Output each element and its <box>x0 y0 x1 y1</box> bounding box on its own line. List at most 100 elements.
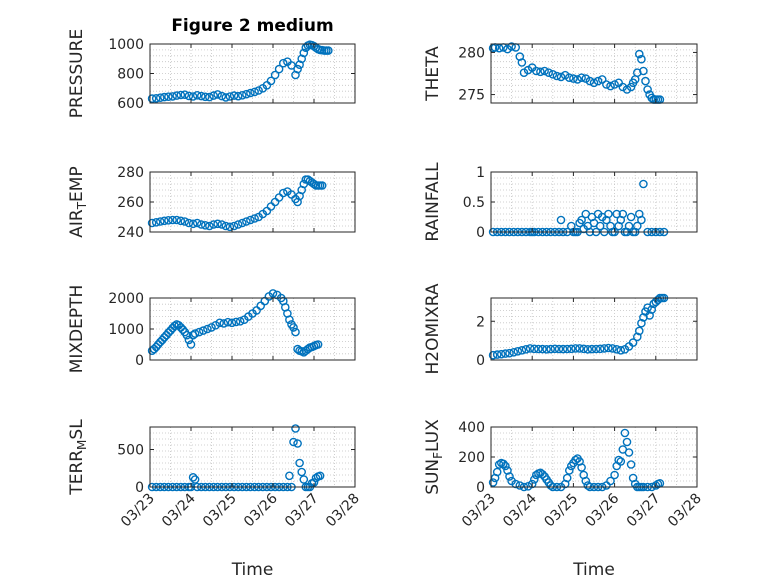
data-point <box>604 343 613 353</box>
data-point <box>513 346 523 356</box>
data-point <box>293 439 302 448</box>
x-tick-label: 03/23 <box>459 491 499 531</box>
data-point <box>190 475 200 484</box>
y-tick-label: 280 <box>117 165 144 181</box>
data-point <box>317 181 327 190</box>
data-point <box>589 78 599 88</box>
data-point <box>499 459 508 469</box>
data-point <box>184 335 194 345</box>
data-point <box>250 87 259 97</box>
data-point <box>530 344 539 354</box>
data-point <box>217 91 227 101</box>
data-point <box>618 209 628 219</box>
data-point <box>610 470 619 480</box>
data-point <box>591 344 601 354</box>
data-point <box>579 344 589 354</box>
data-point <box>639 66 648 76</box>
data-point <box>585 76 595 86</box>
y-axis-label: H2OMIXRA <box>423 283 443 374</box>
data-point <box>229 91 239 100</box>
y-tick-label: 240 <box>117 225 144 241</box>
data-point <box>229 221 239 231</box>
data-point <box>583 344 593 354</box>
data-point <box>188 219 198 229</box>
data-point <box>176 216 186 226</box>
y-label-main: SUN <box>423 459 443 495</box>
data-point <box>225 92 235 101</box>
data-point <box>217 220 227 229</box>
data-point <box>651 481 661 490</box>
series-pressure <box>147 40 333 103</box>
data-point <box>577 463 586 472</box>
data-point <box>536 67 545 77</box>
series-air_temp <box>147 175 327 232</box>
data-point <box>639 179 648 189</box>
y-tick-label: 1000 <box>108 322 144 338</box>
data-point <box>287 61 296 70</box>
data-point <box>534 344 543 354</box>
data-point <box>558 344 568 354</box>
data-point <box>270 197 280 207</box>
data-point <box>184 91 194 101</box>
data-point <box>546 344 556 354</box>
y-label-tail: EMP <box>67 166 87 202</box>
data-point <box>637 318 646 328</box>
data-point <box>295 458 304 468</box>
data-point <box>315 471 325 481</box>
panel-theta: 275 280 THETA <box>423 42 698 104</box>
x-tick-label: 03/28 <box>665 491 705 531</box>
data-point <box>278 58 288 68</box>
x-tick-label: 03/24 <box>500 490 540 530</box>
data-point <box>643 303 652 313</box>
y-tick-label: 600 <box>117 96 144 112</box>
data-point <box>147 94 157 103</box>
data-point <box>618 82 628 92</box>
data-point <box>571 344 580 353</box>
data-point <box>219 319 229 328</box>
data-point <box>595 344 605 354</box>
data-point <box>268 289 278 298</box>
data-point <box>190 329 200 338</box>
data-point <box>289 323 298 332</box>
data-point <box>274 193 284 202</box>
data-point <box>633 68 642 77</box>
data-point <box>602 80 611 89</box>
panel-mixdepth: 0 1000 2000 MIXDEPTH <box>67 285 356 373</box>
data-point <box>525 344 535 353</box>
x-tick-label: 03/23 <box>118 491 158 531</box>
data-point <box>186 340 196 349</box>
panel-terr_msl: 0 500 TERRMSL 03/23 03/24 03/25 03/26 03/27 03/2… <box>67 419 363 580</box>
x-tick-label: 03/26 <box>583 490 623 530</box>
y-tick-label: 1 <box>476 165 485 181</box>
data-point <box>270 70 280 80</box>
data-point <box>614 455 624 465</box>
data-point <box>260 296 270 306</box>
data-point <box>207 323 216 332</box>
data-point <box>488 478 498 487</box>
data-point <box>192 218 202 228</box>
data-point <box>635 326 644 336</box>
data-point <box>159 216 169 226</box>
data-point <box>311 473 321 483</box>
data-point <box>575 344 584 353</box>
data-point <box>530 475 539 484</box>
data-point <box>256 301 266 311</box>
data-point <box>254 86 263 95</box>
data-point <box>266 76 276 86</box>
data-point <box>289 437 298 447</box>
y-tick-label: 280 <box>458 45 485 61</box>
data-point <box>246 215 255 225</box>
data-point <box>213 219 222 229</box>
x-axis-label: Time <box>231 560 274 580</box>
data-point <box>178 325 188 334</box>
data-point <box>635 49 644 59</box>
data-point <box>200 92 210 102</box>
data-point <box>620 428 630 438</box>
y-tick-label: 200 <box>458 450 485 466</box>
data-point <box>164 92 173 101</box>
data-point <box>313 340 323 349</box>
data-point <box>565 73 574 82</box>
data-point <box>209 220 218 229</box>
data-point <box>604 209 613 219</box>
